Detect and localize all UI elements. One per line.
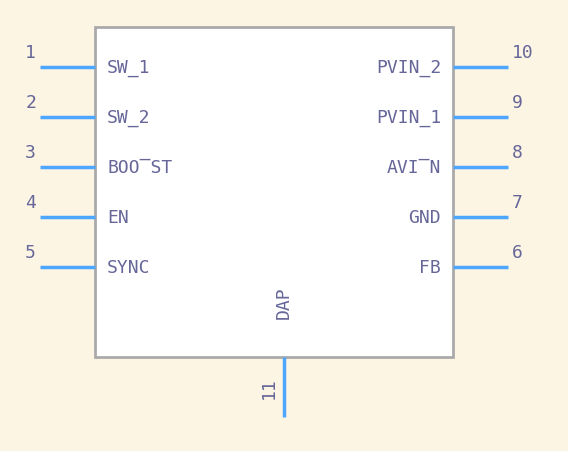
Text: 2: 2 [25, 94, 36, 112]
Text: 11: 11 [260, 376, 278, 398]
Text: SW_2: SW_2 [107, 109, 151, 127]
Text: GND: GND [408, 208, 441, 226]
Text: PVIN_1: PVIN_1 [376, 109, 441, 127]
Text: 9: 9 [512, 94, 523, 112]
Text: 8: 8 [512, 144, 523, 161]
Text: BOO̅ST: BOO̅ST [107, 159, 172, 177]
Text: SYNC: SYNC [107, 258, 151, 276]
Text: SW_1: SW_1 [107, 59, 151, 77]
Text: EN: EN [107, 208, 129, 226]
Text: 4: 4 [25, 193, 36, 212]
Text: 6: 6 [512, 244, 523, 262]
Text: PVIN_2: PVIN_2 [376, 59, 441, 77]
Text: 3: 3 [25, 144, 36, 161]
Text: 10: 10 [512, 44, 534, 62]
Text: 5: 5 [25, 244, 36, 262]
Text: FB: FB [419, 258, 441, 276]
Bar [95, 28, 453, 357]
Text: DAP: DAP [275, 286, 293, 318]
Text: 7: 7 [512, 193, 523, 212]
Text: 1: 1 [25, 44, 36, 62]
Text: AVI̅N: AVI̅N [387, 159, 441, 177]
